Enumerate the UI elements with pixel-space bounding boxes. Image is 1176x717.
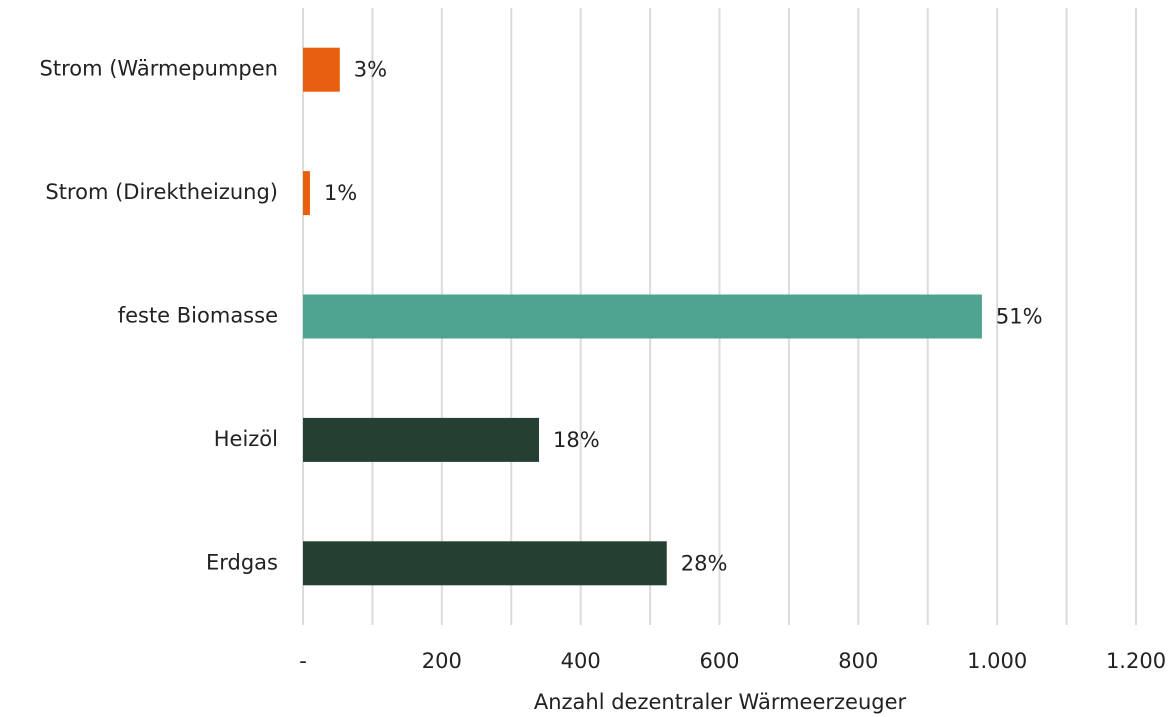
x-tick-label: 800 bbox=[838, 649, 878, 673]
bar bbox=[303, 541, 667, 586]
x-tick-label: 600 bbox=[699, 649, 739, 673]
bar bbox=[303, 417, 540, 462]
x-axis-label: Anzahl dezentraler Wärmeerzeuger bbox=[534, 690, 907, 714]
x-tick-label: 400 bbox=[561, 649, 601, 673]
y-tick-label: Strom (Direktheizung) bbox=[45, 180, 278, 204]
y-tick-label: Erdgas bbox=[206, 550, 278, 574]
data-label: 3% bbox=[354, 58, 387, 82]
data-label: 51% bbox=[996, 305, 1043, 329]
x-tick-label: 1.000 bbox=[967, 649, 1027, 673]
x-tick-label: 1.200 bbox=[1106, 649, 1166, 673]
bar bbox=[303, 47, 340, 92]
data-label: 1% bbox=[324, 181, 357, 205]
data-label: 18% bbox=[553, 428, 600, 452]
data-label: 28% bbox=[681, 551, 728, 575]
y-tick-label: feste Biomasse bbox=[118, 304, 278, 328]
x-tick-label: - bbox=[299, 649, 307, 673]
y-tick-label: Heizöl bbox=[214, 427, 278, 451]
bar bbox=[303, 171, 310, 216]
bar bbox=[303, 294, 982, 339]
y-tick-label: Strom (Wärmepumpen bbox=[40, 57, 279, 81]
x-tick-label: 200 bbox=[422, 649, 462, 673]
